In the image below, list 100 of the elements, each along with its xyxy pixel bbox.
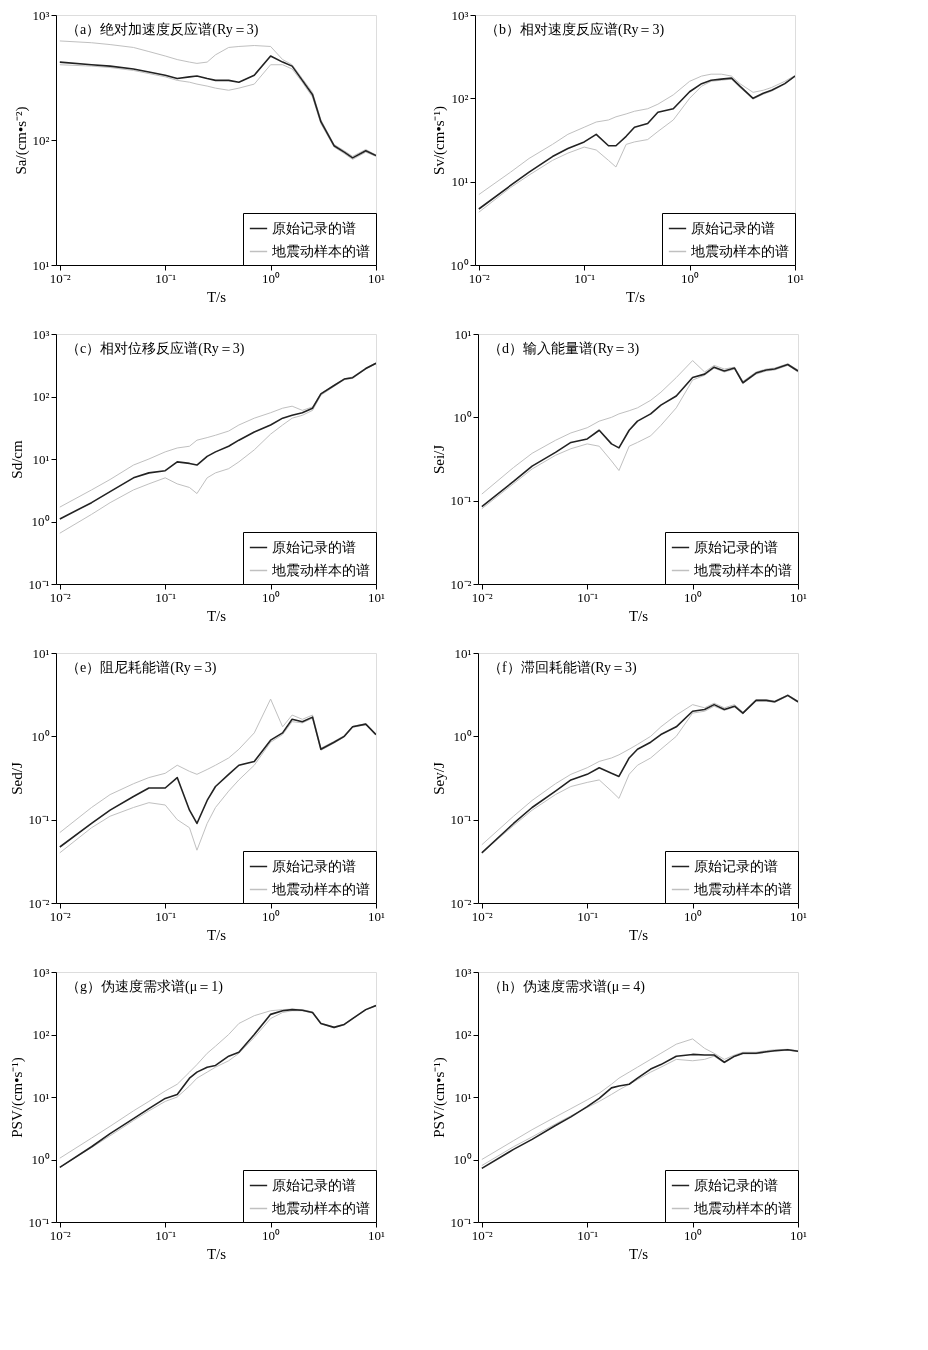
x-tick-label: 10⁰ xyxy=(684,908,703,924)
y-tick-label: 10⁻¹ xyxy=(28,576,50,592)
text: （d）输入能量谱(Ry＝3) xyxy=(488,341,640,357)
legend-label: 地震动样本的谱 xyxy=(693,881,792,897)
x-tick-label: 10⁻² xyxy=(468,270,490,286)
x-tick-label: 10⁰ xyxy=(262,589,281,605)
y-tick-label: 10³ xyxy=(32,7,50,23)
x-tick-label: 10¹ xyxy=(790,1227,808,1243)
legend-label: 原始记录的谱 xyxy=(694,1177,778,1193)
y-axis-title: Sed/J xyxy=(8,762,25,795)
x-tick-label: 10⁻¹ xyxy=(155,908,177,924)
x-axis-title: T/s xyxy=(206,1245,227,1262)
x-tick-label: 10⁻² xyxy=(49,270,71,286)
legend-label: 原始记录的谱 xyxy=(272,220,356,236)
y-tick-label: 10⁰ xyxy=(453,409,472,425)
y-tick-label: 10⁰ xyxy=(450,257,469,273)
y-axis-title: PSV/(cm•s⁻¹) xyxy=(430,1057,448,1138)
y-tick-label: 10¹ xyxy=(454,645,472,661)
x-tick-label: 10⁰ xyxy=(684,589,703,605)
y-tick-label: 10⁰ xyxy=(31,514,50,529)
y-tick-label: 10² xyxy=(454,1027,472,1042)
legend-label: 地震动样本的谱 xyxy=(271,881,370,897)
x-tick-label: 10⁰ xyxy=(262,1227,281,1243)
x-tick-label: 10⁻¹ xyxy=(577,908,599,924)
legend-label: 原始记录的谱 xyxy=(694,539,778,555)
y-tick-label: 10⁻² xyxy=(450,576,472,592)
chart-title: （a）绝对加速度反应谱(Ry＝3) xyxy=(66,22,259,38)
y-axis-title: Sa/(cm•s⁻²) xyxy=(12,106,30,175)
y-tick-label: 10³ xyxy=(32,326,50,342)
x-tick-label: 10¹ xyxy=(368,908,386,924)
y-tick-label: 10⁰ xyxy=(453,1152,472,1167)
text: （f）滞回耗能谱(Ry＝3) xyxy=(488,660,638,676)
legend-label: 地震动样本的谱 xyxy=(693,562,792,578)
x-tick-label: 10¹ xyxy=(787,270,805,286)
y-tick-label: 10² xyxy=(451,90,469,106)
y-tick-label: 10³ xyxy=(32,964,50,980)
x-axis-title: T/s xyxy=(625,288,646,305)
y-tick-label: 10² xyxy=(32,389,50,404)
y-axis-title: Sd/cm xyxy=(8,440,25,479)
y-axis-title: Sei/J xyxy=(430,444,447,475)
x-tick-label: 10⁻¹ xyxy=(155,1227,177,1243)
y-tick-label: 10² xyxy=(32,1027,50,1042)
legend-label: 地震动样本的谱 xyxy=(271,243,370,259)
x-tick-label: 10⁰ xyxy=(262,908,281,924)
y-axis-title: PSV/(cm•s⁻¹) xyxy=(8,1057,26,1138)
y-tick-label: 10¹ xyxy=(454,326,472,342)
x-axis-title: T/s xyxy=(628,926,649,943)
y-tick-label: 10¹ xyxy=(451,174,469,190)
y-tick-label: 10⁰ xyxy=(453,728,472,744)
x-tick-label: 10¹ xyxy=(790,908,808,924)
legend-label: 原始记录的谱 xyxy=(272,1177,356,1193)
x-tick-label: 10⁻¹ xyxy=(155,589,177,605)
chart-title: （c）相对位移反应谱(Ry＝3) xyxy=(66,341,245,357)
y-tick-label: 10⁻² xyxy=(28,895,50,911)
x-tick-label: 10⁻¹ xyxy=(155,270,177,286)
x-axis-title: T/s xyxy=(628,607,649,624)
x-tick-label: 10⁻² xyxy=(49,1227,71,1243)
y-tick-label: 10⁻¹ xyxy=(450,1214,472,1230)
y-tick-label: 10¹ xyxy=(32,451,50,467)
legend-label: 原始记录的谱 xyxy=(694,858,778,874)
x-tick-label: 10⁻¹ xyxy=(574,270,596,286)
x-tick-label: 10⁰ xyxy=(684,1227,703,1243)
y-tick-label: 10² xyxy=(32,132,50,148)
y-tick-label: 10¹ xyxy=(454,1089,472,1105)
chart-title: （h）伪速度需求谱(μ＝4) xyxy=(488,979,646,995)
y-tick-label: 10³ xyxy=(451,7,469,23)
legend-label: 地震动样本的谱 xyxy=(271,562,370,578)
y-tick-label: 10³ xyxy=(454,964,472,980)
x-tick-label: 10⁻¹ xyxy=(577,589,599,605)
legend-label: 原始记录的谱 xyxy=(272,539,356,555)
x-tick-label: 10⁰ xyxy=(681,270,700,286)
legend-label: 原始记录的谱 xyxy=(272,858,356,874)
x-tick-label: 10⁻² xyxy=(49,589,71,605)
y-tick-label: 10⁻¹ xyxy=(28,812,50,828)
y-tick-label: 10⁻¹ xyxy=(450,812,472,828)
x-tick-label: 10⁻² xyxy=(471,1227,493,1243)
text: （e）阻尼耗能谱(Ry＝3) xyxy=(66,660,217,676)
legend-label: 地震动样本的谱 xyxy=(690,243,789,259)
x-tick-label: 10⁻² xyxy=(49,908,71,924)
chart-title: （g）伪速度需求谱(μ＝1) xyxy=(66,979,224,995)
x-axis-title: T/s xyxy=(206,926,227,943)
y-tick-label: 10⁻² xyxy=(450,895,472,911)
x-axis-title: T/s xyxy=(206,288,227,305)
legend-label: 原始记录的谱 xyxy=(691,220,775,236)
x-tick-label: 10¹ xyxy=(368,589,386,605)
x-tick-label: 10⁻² xyxy=(471,589,493,605)
y-tick-label: 10⁻¹ xyxy=(450,493,472,509)
x-axis-title: T/s xyxy=(206,607,227,624)
y-axis-title: Sv/(cm•s⁻¹) xyxy=(430,106,448,175)
y-tick-label: 10⁰ xyxy=(31,1152,50,1167)
y-tick-label: 10¹ xyxy=(32,1089,50,1105)
x-tick-label: 10¹ xyxy=(368,1227,386,1243)
x-tick-label: 10⁻² xyxy=(471,908,493,924)
y-tick-label: 10¹ xyxy=(32,645,50,661)
text: （b）相对速度反应谱(Ry＝3) xyxy=(485,22,665,38)
y-tick-label: 10⁰ xyxy=(31,728,50,744)
x-tick-label: 10⁰ xyxy=(262,270,281,286)
y-axis-title: Sey/J xyxy=(430,762,447,795)
legend-label: 地震动样本的谱 xyxy=(693,1200,792,1216)
legend-label: 地震动样本的谱 xyxy=(271,1200,370,1216)
